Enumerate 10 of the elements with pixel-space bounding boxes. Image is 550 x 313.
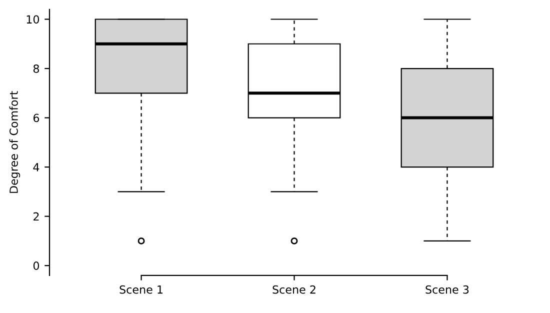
x-tick-label: Scene 3 bbox=[426, 285, 469, 294]
y-tick-label: 4 bbox=[33, 163, 40, 172]
y-axis-title: Degree of Comfort bbox=[9, 91, 20, 193]
x-tick-label: Scene 1 bbox=[120, 285, 162, 294]
y-tick-label: 2 bbox=[34, 212, 39, 221]
y-tick-label: 10 bbox=[26, 15, 40, 24]
y-tick-label: 8 bbox=[33, 64, 40, 73]
y-tick-label: 6 bbox=[33, 114, 40, 122]
x-tick-label: Scene 2 bbox=[272, 285, 316, 294]
y-tick-label: 0 bbox=[33, 262, 40, 270]
